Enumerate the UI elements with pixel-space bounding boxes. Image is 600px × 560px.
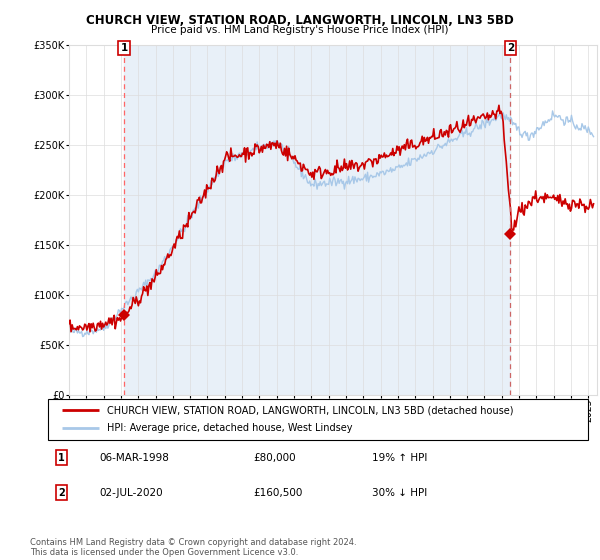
Text: 1: 1 bbox=[58, 453, 65, 463]
Text: CHURCH VIEW, STATION ROAD, LANGWORTH, LINCOLN, LN3 5BD: CHURCH VIEW, STATION ROAD, LANGWORTH, LI… bbox=[86, 14, 514, 27]
Text: CHURCH VIEW, STATION ROAD, LANGWORTH, LINCOLN, LN3 5BD (detached house): CHURCH VIEW, STATION ROAD, LANGWORTH, LI… bbox=[107, 405, 514, 415]
Text: 06-MAR-1998: 06-MAR-1998 bbox=[100, 453, 169, 463]
Text: HPI: Average price, detached house, West Lindsey: HPI: Average price, detached house, West… bbox=[107, 423, 353, 433]
Text: £160,500: £160,500 bbox=[253, 488, 302, 498]
Text: 2: 2 bbox=[58, 488, 65, 498]
Text: 30% ↓ HPI: 30% ↓ HPI bbox=[372, 488, 427, 498]
Text: 02-JUL-2020: 02-JUL-2020 bbox=[100, 488, 163, 498]
Text: 2: 2 bbox=[507, 43, 514, 53]
Text: 19% ↑ HPI: 19% ↑ HPI bbox=[372, 453, 427, 463]
FancyBboxPatch shape bbox=[48, 399, 588, 440]
Text: Price paid vs. HM Land Registry's House Price Index (HPI): Price paid vs. HM Land Registry's House … bbox=[151, 25, 449, 35]
Text: 1: 1 bbox=[121, 43, 128, 53]
Text: £80,000: £80,000 bbox=[253, 453, 296, 463]
Text: Contains HM Land Registry data © Crown copyright and database right 2024.
This d: Contains HM Land Registry data © Crown c… bbox=[30, 538, 356, 557]
Bar bbox=[124, 45, 511, 395]
